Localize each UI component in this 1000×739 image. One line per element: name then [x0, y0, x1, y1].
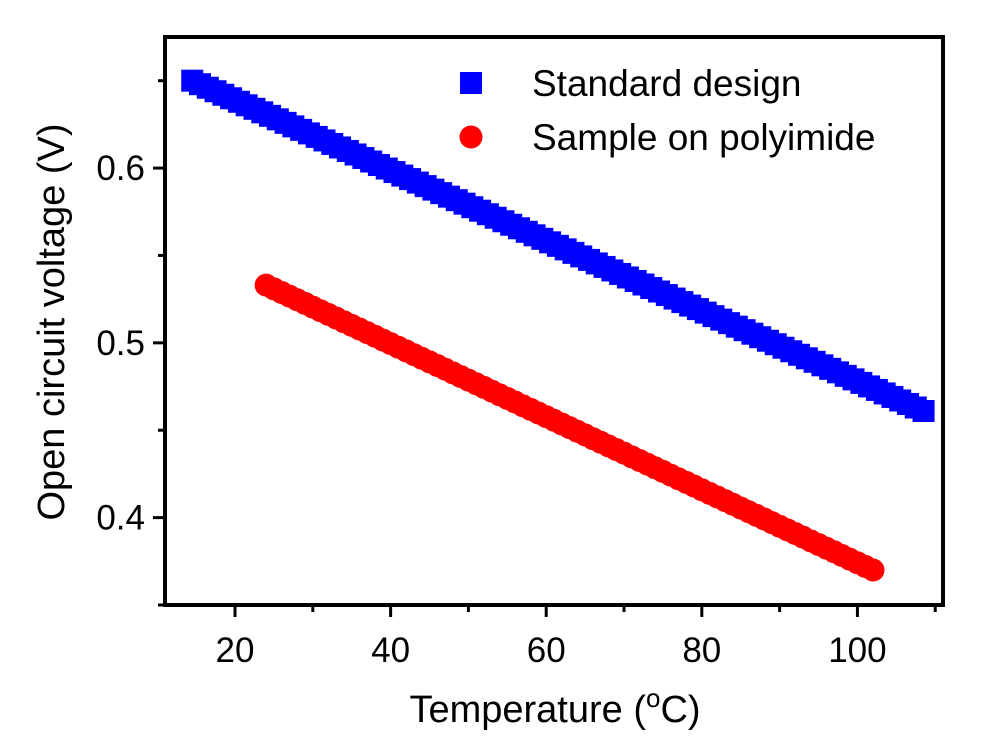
- y-axis-title: Open circuit voltage (V): [31, 123, 73, 520]
- y-tick-label: 0.4: [96, 499, 145, 538]
- legend: Standard design Sample on polyimide: [459, 63, 875, 158]
- x-tick-label: 40: [371, 631, 410, 670]
- y-tick-label: 0.5: [96, 324, 145, 363]
- x-ticks: 20 40 60 80 100: [216, 605, 937, 670]
- series-sample-on-polyimide: [254, 273, 885, 582]
- legend-label-sample-on-polyimide: Sample on polyimide: [532, 117, 875, 158]
- plot-frame: [163, 35, 945, 607]
- x-tick-label: 20: [216, 631, 255, 670]
- legend-marker-standard-design: [460, 72, 482, 94]
- data-point: [861, 558, 885, 582]
- legend-marker-sample-on-polyimide: [459, 125, 483, 149]
- x-tick-label: 80: [682, 631, 721, 670]
- x-tick-label: 100: [828, 631, 886, 670]
- data-point: [912, 400, 935, 423]
- legend-label-standard-design: Standard design: [532, 63, 801, 104]
- series-standard-design: [181, 69, 935, 423]
- x-axis-title: Temperature (oC): [409, 683, 700, 731]
- y-tick-label: 0.6: [96, 149, 145, 188]
- x-tick-label: 60: [527, 631, 566, 670]
- y-ticks: 0.4 0.5 0.6: [96, 149, 165, 538]
- series-layer: [181, 69, 935, 582]
